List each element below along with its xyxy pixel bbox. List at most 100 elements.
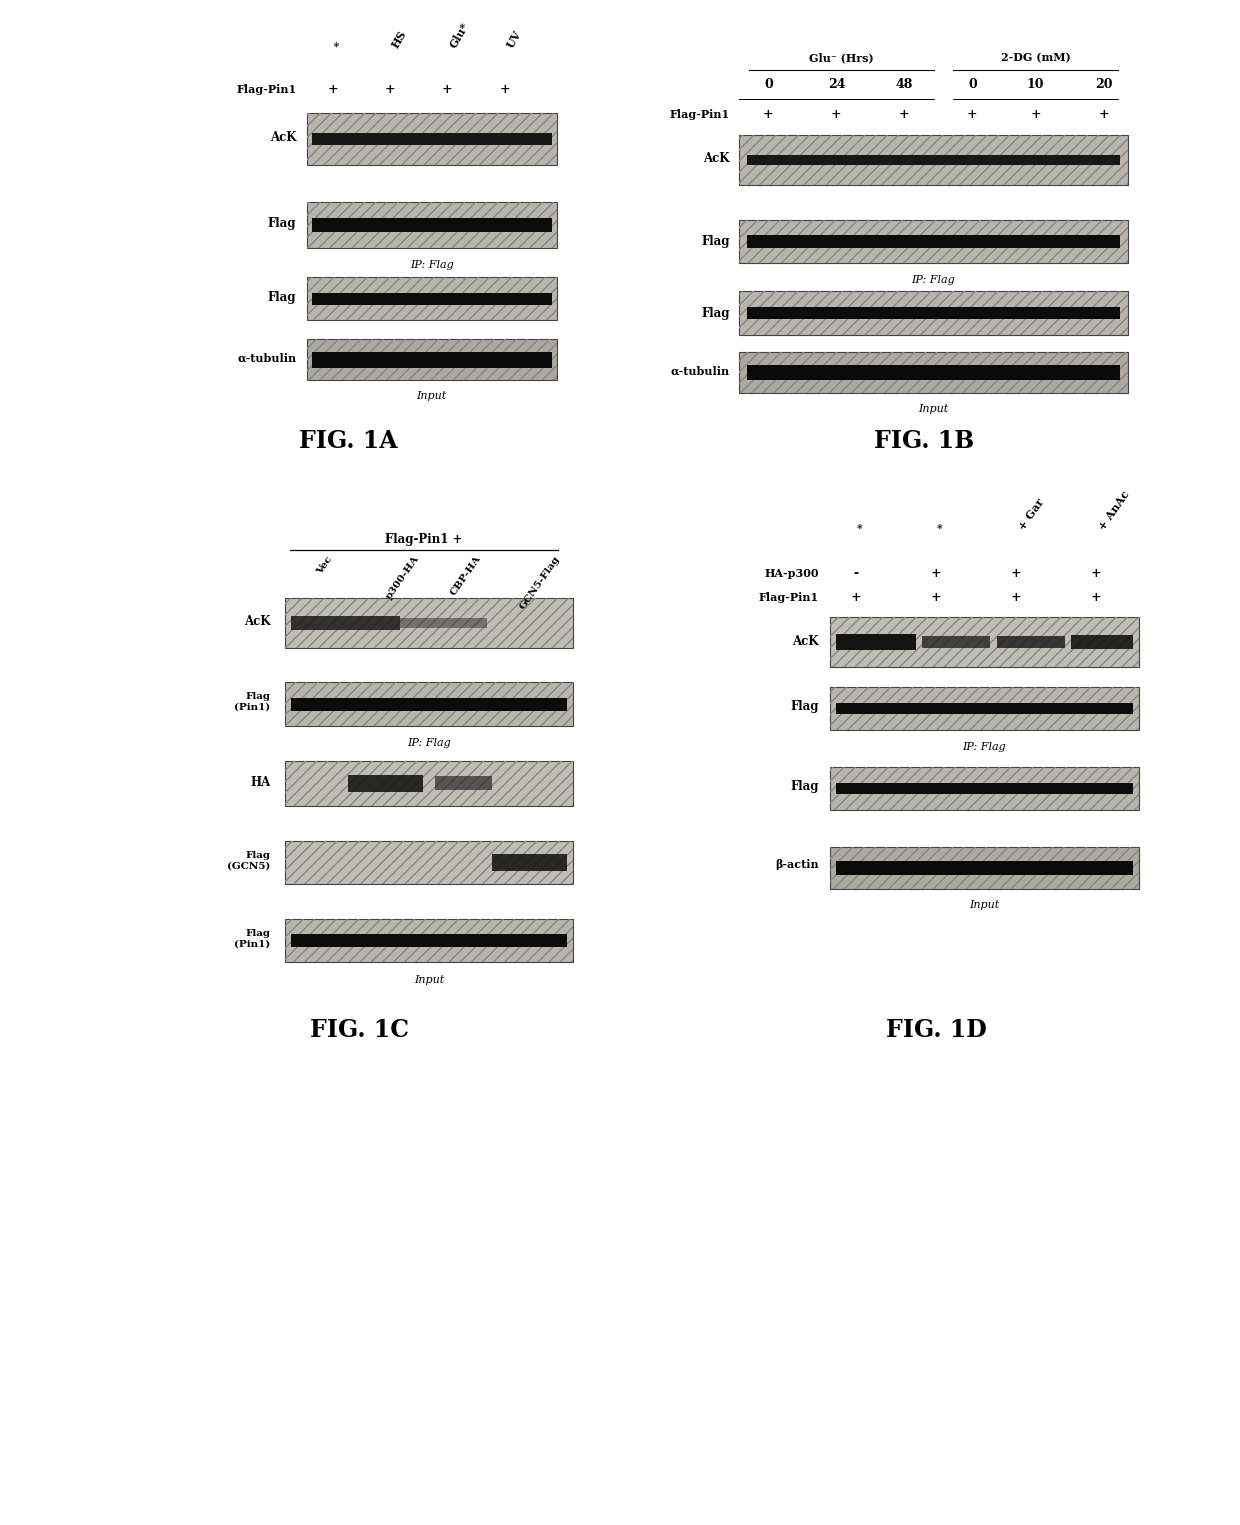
Text: Flag-Pin1 +: Flag-Pin1 +: [386, 532, 463, 546]
Bar: [291, 616, 401, 630]
Bar: [285, 761, 573, 807]
Text: +: +: [1030, 108, 1040, 120]
Text: IP: Flag: IP: Flag: [410, 261, 454, 270]
Bar: [306, 278, 557, 320]
Bar: [306, 203, 557, 249]
Bar: [836, 782, 1132, 795]
Bar: [285, 598, 573, 648]
Bar: [306, 339, 557, 380]
Bar: [285, 920, 573, 962]
Text: + Gar: + Gar: [1017, 497, 1045, 532]
Bar: [739, 134, 1128, 185]
Bar: [836, 703, 1132, 714]
Text: 20: 20: [1095, 78, 1112, 92]
Bar: [311, 134, 552, 145]
Text: Input: Input: [417, 390, 446, 401]
Text: Input: Input: [414, 974, 444, 985]
Text: Flag: Flag: [701, 235, 729, 249]
Text: Flag-Pin1: Flag-Pin1: [759, 592, 818, 604]
Text: UV: UV: [505, 29, 523, 50]
Text: +: +: [1091, 592, 1101, 604]
Bar: [401, 618, 486, 628]
Text: FIG. 1B: FIG. 1B: [874, 429, 973, 453]
Bar: [739, 220, 1128, 262]
Bar: [306, 278, 557, 320]
Text: 10: 10: [1027, 78, 1044, 92]
Text: HS: HS: [391, 29, 409, 50]
Text: Input: Input: [919, 404, 949, 413]
Text: IP: Flag: IP: Flag: [962, 741, 1006, 752]
Bar: [285, 840, 573, 884]
Bar: [746, 235, 1120, 249]
Text: Flag-Pin1: Flag-Pin1: [237, 84, 296, 95]
Text: +: +: [1091, 567, 1101, 581]
Text: Flag-Pin1: Flag-Pin1: [670, 108, 729, 120]
Text: Flag: Flag: [268, 291, 296, 305]
Bar: [830, 618, 1138, 668]
Text: Flag
(Pin1): Flag (Pin1): [234, 929, 270, 949]
Bar: [830, 767, 1138, 810]
Text: +: +: [763, 108, 774, 120]
Text: AcK: AcK: [270, 131, 296, 143]
Text: Vec: Vec: [315, 555, 334, 576]
Text: AcK: AcK: [703, 152, 729, 165]
Bar: [492, 854, 567, 871]
Text: +: +: [899, 108, 910, 120]
Bar: [306, 113, 557, 165]
Text: Flag
(GCN5): Flag (GCN5): [227, 851, 270, 871]
Bar: [997, 636, 1065, 648]
Bar: [746, 366, 1120, 380]
Text: Glu*: Glu*: [448, 20, 471, 50]
Bar: [285, 682, 573, 726]
Text: +: +: [931, 567, 941, 581]
Bar: [306, 113, 557, 165]
Bar: [739, 134, 1128, 185]
Bar: [435, 776, 492, 790]
Bar: [923, 636, 991, 648]
Text: +: +: [1099, 108, 1109, 120]
Text: Flag: Flag: [790, 781, 818, 793]
Text: 24: 24: [827, 78, 846, 92]
Bar: [746, 156, 1120, 165]
Text: *: *: [332, 40, 345, 50]
Text: +: +: [327, 82, 339, 96]
Bar: [830, 848, 1138, 889]
Text: +: +: [1011, 567, 1022, 581]
Text: *: *: [936, 522, 949, 532]
Text: 0: 0: [968, 78, 977, 92]
Bar: [306, 339, 557, 380]
Text: IP: Flag: IP: Flag: [911, 274, 955, 285]
Text: 48: 48: [895, 78, 913, 92]
Bar: [830, 686, 1138, 730]
Text: FIG. 1A: FIG. 1A: [299, 429, 398, 453]
Bar: [311, 352, 552, 368]
Bar: [311, 218, 552, 232]
Bar: [291, 697, 567, 711]
Bar: [285, 920, 573, 962]
Text: +: +: [1011, 592, 1022, 604]
Text: +: +: [443, 82, 453, 96]
Bar: [285, 598, 573, 648]
Bar: [746, 307, 1120, 319]
Bar: [306, 203, 557, 249]
Text: AcK: AcK: [792, 634, 818, 648]
Bar: [830, 686, 1138, 730]
Text: CBP-HA: CBP-HA: [449, 555, 482, 598]
Text: + AnAc: + AnAc: [1096, 490, 1131, 532]
Text: AcK: AcK: [244, 615, 270, 628]
Bar: [830, 767, 1138, 810]
Text: β-actin: β-actin: [775, 859, 818, 871]
Text: *: *: [856, 522, 868, 532]
Text: α-tubulin: α-tubulin: [237, 354, 296, 364]
Bar: [285, 761, 573, 807]
Text: Flag
(Pin1): Flag (Pin1): [234, 692, 270, 712]
Bar: [285, 840, 573, 884]
Bar: [739, 220, 1128, 262]
Text: +: +: [851, 592, 862, 604]
Text: α-tubulin: α-tubulin: [671, 366, 729, 377]
Text: FIG. 1C: FIG. 1C: [310, 1017, 409, 1042]
Text: Flag: Flag: [790, 700, 818, 712]
Bar: [285, 682, 573, 726]
Text: Flag: Flag: [701, 307, 729, 320]
Text: Flag: Flag: [268, 218, 296, 230]
